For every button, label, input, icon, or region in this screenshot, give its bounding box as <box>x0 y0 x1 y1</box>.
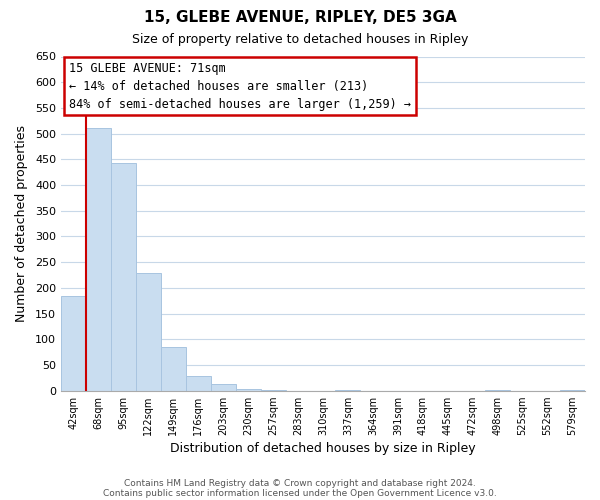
Text: Contains public sector information licensed under the Open Government Licence v3: Contains public sector information licen… <box>103 488 497 498</box>
Text: 15, GLEBE AVENUE, RIPLEY, DE5 3GA: 15, GLEBE AVENUE, RIPLEY, DE5 3GA <box>143 10 457 25</box>
Bar <box>161 347 186 391</box>
Bar <box>86 128 111 390</box>
Text: Size of property relative to detached houses in Ripley: Size of property relative to detached ho… <box>132 32 468 46</box>
Text: 15 GLEBE AVENUE: 71sqm
← 14% of detached houses are smaller (213)
84% of semi-de: 15 GLEBE AVENUE: 71sqm ← 14% of detached… <box>69 62 411 110</box>
Text: Contains HM Land Registry data © Crown copyright and database right 2024.: Contains HM Land Registry data © Crown c… <box>124 478 476 488</box>
Bar <box>236 388 260 390</box>
X-axis label: Distribution of detached houses by size in Ripley: Distribution of detached houses by size … <box>170 442 476 455</box>
Bar <box>136 274 161 390</box>
Bar <box>211 384 236 390</box>
Bar <box>186 376 211 390</box>
Bar <box>61 296 86 390</box>
Bar <box>111 163 136 390</box>
Y-axis label: Number of detached properties: Number of detached properties <box>15 125 28 322</box>
